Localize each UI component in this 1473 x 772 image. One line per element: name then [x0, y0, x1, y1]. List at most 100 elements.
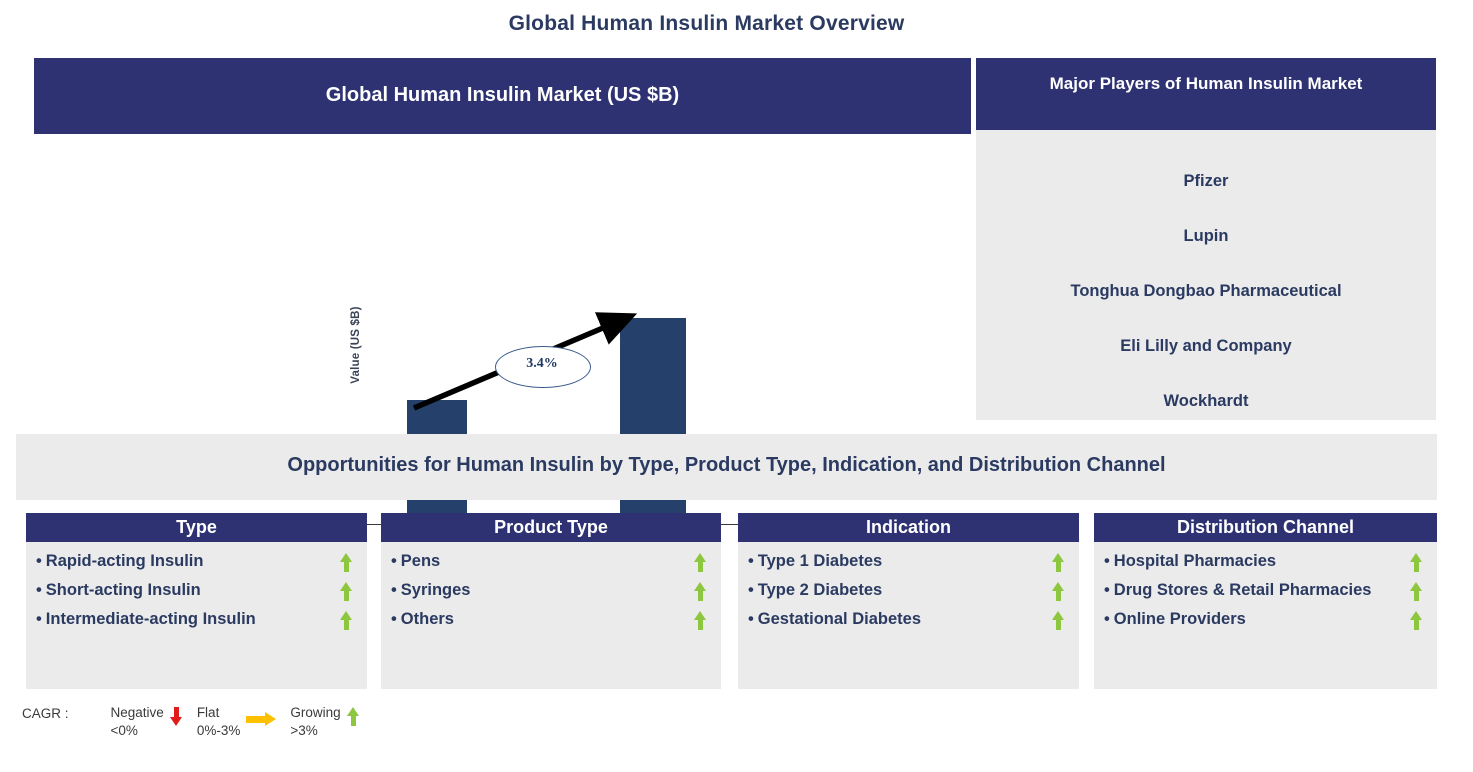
- list-item: • Online Providers: [1102, 609, 1427, 635]
- major-players-panel: Major Players of Human Insulin Market Pf…: [976, 58, 1436, 420]
- trend-indicator: [1405, 580, 1427, 606]
- market-chart-panel: Global Human Insulin Market (US $B) Valu…: [34, 58, 971, 553]
- list-item: • Short-acting Insulin: [34, 580, 357, 606]
- category-item-label: • Online Providers: [1102, 609, 1246, 630]
- list-item: • Type 2 Diabetes: [746, 580, 1069, 606]
- category-item-list: • Rapid-acting Insulin • Short-acting Insul…: [26, 542, 367, 635]
- list-item: • Rapid-acting Insulin: [34, 551, 357, 577]
- bullet-icon: •: [36, 581, 42, 599]
- legend-text-group: Growing >3%: [290, 704, 340, 740]
- arrow-up-icon: [339, 611, 353, 630]
- arrow-up-icon: [693, 553, 707, 572]
- trend-indicator: [689, 551, 711, 577]
- legend-range: <0%: [110, 723, 138, 739]
- category-item-label: • Intermediate-acting Insulin: [34, 609, 256, 630]
- trend-indicator: [1405, 551, 1427, 577]
- players-panel-title: Major Players of Human Insulin Market: [1049, 74, 1363, 93]
- category-item-text: Gestational Diabetes: [757, 610, 922, 628]
- arrow-up-icon: [693, 582, 707, 601]
- category-box-type: Type • Rapid-acting Insulin • Short-acting I…: [26, 513, 367, 689]
- category-box-indication: Indication • Type 1 Diabetes • Type 2 Diabet…: [738, 513, 1079, 689]
- category-box-distribution-channel: Distribution Channel • Hospital Pharmacies…: [1094, 513, 1437, 689]
- category-item-list: • Type 1 Diabetes • Type 2 Diabetes • Gestati…: [738, 542, 1079, 635]
- player-item: Eli Lilly and Company: [1120, 337, 1292, 355]
- arrow-up-icon: [339, 582, 353, 601]
- arrow-up-icon: [1409, 611, 1423, 630]
- legend-label: Negative: [110, 705, 164, 720]
- category-item-text: Drug Stores & Retail Pharmacies: [1113, 581, 1372, 599]
- trend-indicator: [1405, 609, 1427, 635]
- arrow-up-icon: [1051, 553, 1065, 572]
- bar-chart: Value (US $B) 3.4% 2025 2031 Source : Lu…: [34, 134, 971, 553]
- chart-panel-header: Global Human Insulin Market (US $B): [34, 58, 971, 134]
- arrow-up-icon: [339, 553, 353, 572]
- trend-indicator: [1047, 551, 1069, 577]
- category-item-label: • Type 1 Diabetes: [746, 551, 882, 572]
- trend-indicator: [1047, 609, 1069, 635]
- category-item-label: • Pens: [389, 551, 440, 572]
- bullet-icon: •: [391, 581, 397, 599]
- bullet-icon: •: [36, 610, 42, 628]
- list-item: • Syringes: [389, 580, 711, 606]
- arrow-up-icon: [1409, 582, 1423, 601]
- player-item: Pfizer: [1183, 172, 1229, 190]
- category-box-product-type: Product Type • Pens • Syringes • Others: [381, 513, 721, 689]
- bullet-icon: •: [1104, 552, 1110, 570]
- bullet-icon: •: [36, 552, 42, 570]
- category-header: Product Type: [381, 513, 721, 542]
- legend-icon-wrap: [346, 704, 360, 729]
- category-item-text: Type 2 Diabetes: [757, 581, 883, 599]
- category-item-text: Rapid-acting Insulin: [45, 552, 204, 570]
- bullet-icon: •: [1104, 581, 1110, 599]
- list-item: • Gestational Diabetes: [746, 609, 1069, 635]
- category-header: Type: [26, 513, 367, 542]
- category-item-label: • Short-acting Insulin: [34, 580, 201, 601]
- arrow-up-icon: [1051, 582, 1065, 601]
- trend-indicator: [689, 609, 711, 635]
- category-item-text: Others: [400, 610, 454, 628]
- bullet-icon: •: [748, 552, 754, 570]
- category-item-text: Short-acting Insulin: [45, 581, 201, 599]
- cagr-legend: CAGR : Negative <0% Flat 0%-3% Growing >3%: [22, 704, 374, 740]
- category-header: Indication: [738, 513, 1079, 542]
- legend-item: Growing >3%: [290, 704, 359, 740]
- category-item-label: • Drug Stores & Retail Pharmacies: [1102, 580, 1371, 601]
- arrow-up-icon: [1409, 553, 1423, 572]
- cagr-value: 3.4%: [526, 356, 558, 371]
- legend-item: Negative <0%: [111, 704, 183, 740]
- arrow-down-icon: [169, 707, 183, 726]
- list-item: • Drug Stores & Retail Pharmacies: [1102, 580, 1427, 606]
- bullet-icon: •: [1104, 610, 1110, 628]
- list-item: • Intermediate-acting Insulin: [34, 609, 357, 635]
- trend-indicator: [335, 580, 357, 606]
- category-item-list: • Hospital Pharmacies • Drug Stores & Retai…: [1094, 542, 1437, 635]
- bullet-icon: •: [391, 552, 397, 570]
- category-item-label: • Type 2 Diabetes: [746, 580, 882, 601]
- player-item: Wockhardt: [1163, 392, 1249, 410]
- legend-icon-wrap: [169, 704, 183, 729]
- bullet-icon: •: [748, 610, 754, 628]
- bullet-icon: •: [391, 610, 397, 628]
- player-item: Tonghua Dongbao Pharmaceutical: [1070, 282, 1342, 300]
- opportunities-band: Opportunities for Human Insulin by Type,…: [16, 434, 1437, 500]
- legend-text-group: Flat 0%-3%: [197, 704, 241, 740]
- y-axis-label: Value (US $B): [350, 306, 362, 384]
- legend-label: Flat: [196, 705, 220, 720]
- players-list: Pfizer Lupin Tonghua Dongbao Pharmaceutica…: [976, 130, 1436, 429]
- bullet-icon: •: [748, 581, 754, 599]
- trend-indicator: [335, 609, 357, 635]
- list-item: • Type 1 Diabetes: [746, 551, 1069, 577]
- cagr-legend-title: CAGR :: [22, 706, 69, 721]
- list-item: • Pens: [389, 551, 711, 577]
- legend-item: Flat 0%-3%: [197, 704, 277, 740]
- category-item-text: Type 1 Diabetes: [757, 552, 883, 570]
- category-item-text: Intermediate-acting Insulin: [45, 610, 256, 628]
- arrow-up-icon: [693, 611, 707, 630]
- category-item-label: • Syringes: [389, 580, 470, 601]
- opportunities-title: Opportunities for Human Insulin by Type,…: [287, 454, 1166, 476]
- players-panel-header: Major Players of Human Insulin Market: [976, 58, 1436, 130]
- list-item: • Others: [389, 609, 711, 635]
- trend-indicator: [689, 580, 711, 606]
- legend-text-group: Negative <0%: [111, 704, 164, 740]
- cagr-legend-items: Negative <0% Flat 0%-3% Growing >3%: [111, 704, 374, 740]
